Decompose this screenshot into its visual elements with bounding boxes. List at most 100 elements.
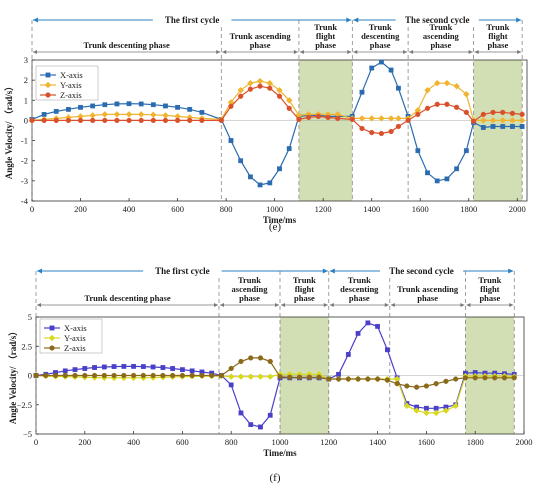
cycle-label-bg [379,264,464,276]
data-point [443,79,451,87]
data-point [101,111,109,118]
data-point [114,101,120,107]
legend-label: Y-axis [60,80,82,90]
cycle-arrowhead-right [322,268,328,274]
series-x-axis [29,59,525,188]
data-point [359,125,365,132]
data-point [509,117,516,124]
cycle-arrowhead-left [329,268,335,274]
data-point [126,101,132,107]
data-point [41,111,47,117]
phase-arrowhead-left [37,303,41,307]
data-point [43,372,49,379]
data-point [511,375,517,381]
data-point [187,117,193,124]
data-point [472,375,478,381]
data-point [199,109,205,115]
cycle-arrowhead-right [508,268,514,274]
data-point [432,409,440,417]
x-tick-label: 600 [171,204,184,214]
phase-arrowhead-right [403,50,408,54]
data-point [137,111,145,118]
data-point [349,116,355,123]
data-point [160,372,166,379]
phase-arrowhead-left [220,303,224,307]
x-tick-label: 1200 [315,204,332,214]
data-point [405,117,411,124]
data-point [248,355,254,361]
data-point [403,402,411,410]
x-tick-label: 1200 [320,437,337,447]
legend-marker [49,345,55,351]
data-point [442,407,450,414]
phase-arrowhead-left [329,303,334,307]
data-point [78,104,83,110]
data-point [365,376,371,382]
x-tick-label: 800 [220,204,233,214]
phase-arrowhead-left [299,50,304,54]
data-point [394,381,400,387]
y-tick-label: -3 [21,176,28,186]
data-point [170,366,176,371]
legend-label: Z-axis [60,90,82,100]
data-point [257,83,263,89]
data-point [499,117,507,124]
x-tick-label: 600 [176,437,189,447]
data-point [471,118,477,125]
data-point [463,109,469,115]
data-point [326,376,332,382]
data-point [227,373,235,380]
data-point [425,170,430,176]
series-z-axis [29,83,525,137]
x-tick-label: 1000 [266,204,283,214]
cycle-arrowhead-left [37,268,42,274]
data-point [510,124,515,129]
x-tick-label: 1000 [272,437,289,447]
data-point [101,364,107,370]
data-point [500,124,506,129]
data-point [52,372,59,379]
data-point [423,409,430,417]
data-point [174,117,181,124]
phase-label: Trunk ascending phase [230,31,292,50]
data-point [286,146,292,152]
cycle-label-bg [152,13,232,25]
phase-label: Trunk descenting phase [361,22,400,50]
data-point [150,117,156,124]
data-point [160,365,166,370]
data-point [369,65,375,71]
data-point [415,111,421,117]
data-point [424,86,431,94]
data-point [355,330,361,336]
series-y-axis [32,371,518,417]
data-point [102,102,108,108]
data-point [179,367,185,373]
data-point [463,148,469,154]
phase-arrowhead-left [33,50,37,54]
phase-label: Trunk ascending phase [397,284,459,303]
data-point [247,79,254,87]
phase-arrowhead-left [281,303,285,307]
series-line [36,357,515,388]
data-point [258,424,263,430]
data-point [395,85,401,91]
data-point [404,383,410,389]
phase-arrowhead-left [390,303,395,307]
data-point [125,111,133,118]
y-axis-label: Angle Velocity/ （rad/s） [8,327,18,425]
data-point [92,365,97,370]
data-point [247,86,253,92]
data-point [228,138,234,143]
y-tick-label: 0 [24,115,28,125]
data-point [162,112,169,119]
x-tick-label: 800 [225,437,238,447]
data-point [53,117,59,124]
series-z-axis [33,355,517,390]
data-point [452,402,459,410]
data-point [296,116,302,123]
data-point [65,117,71,124]
phase-label: Trunk flight phase [293,275,316,303]
data-point [131,372,137,379]
